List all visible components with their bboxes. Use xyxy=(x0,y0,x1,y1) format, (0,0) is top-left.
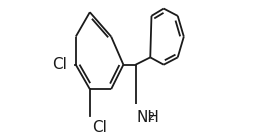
Text: 2: 2 xyxy=(147,112,155,122)
Text: NH: NH xyxy=(136,110,159,125)
Text: Cl: Cl xyxy=(52,57,67,72)
Text: Cl: Cl xyxy=(92,120,107,135)
